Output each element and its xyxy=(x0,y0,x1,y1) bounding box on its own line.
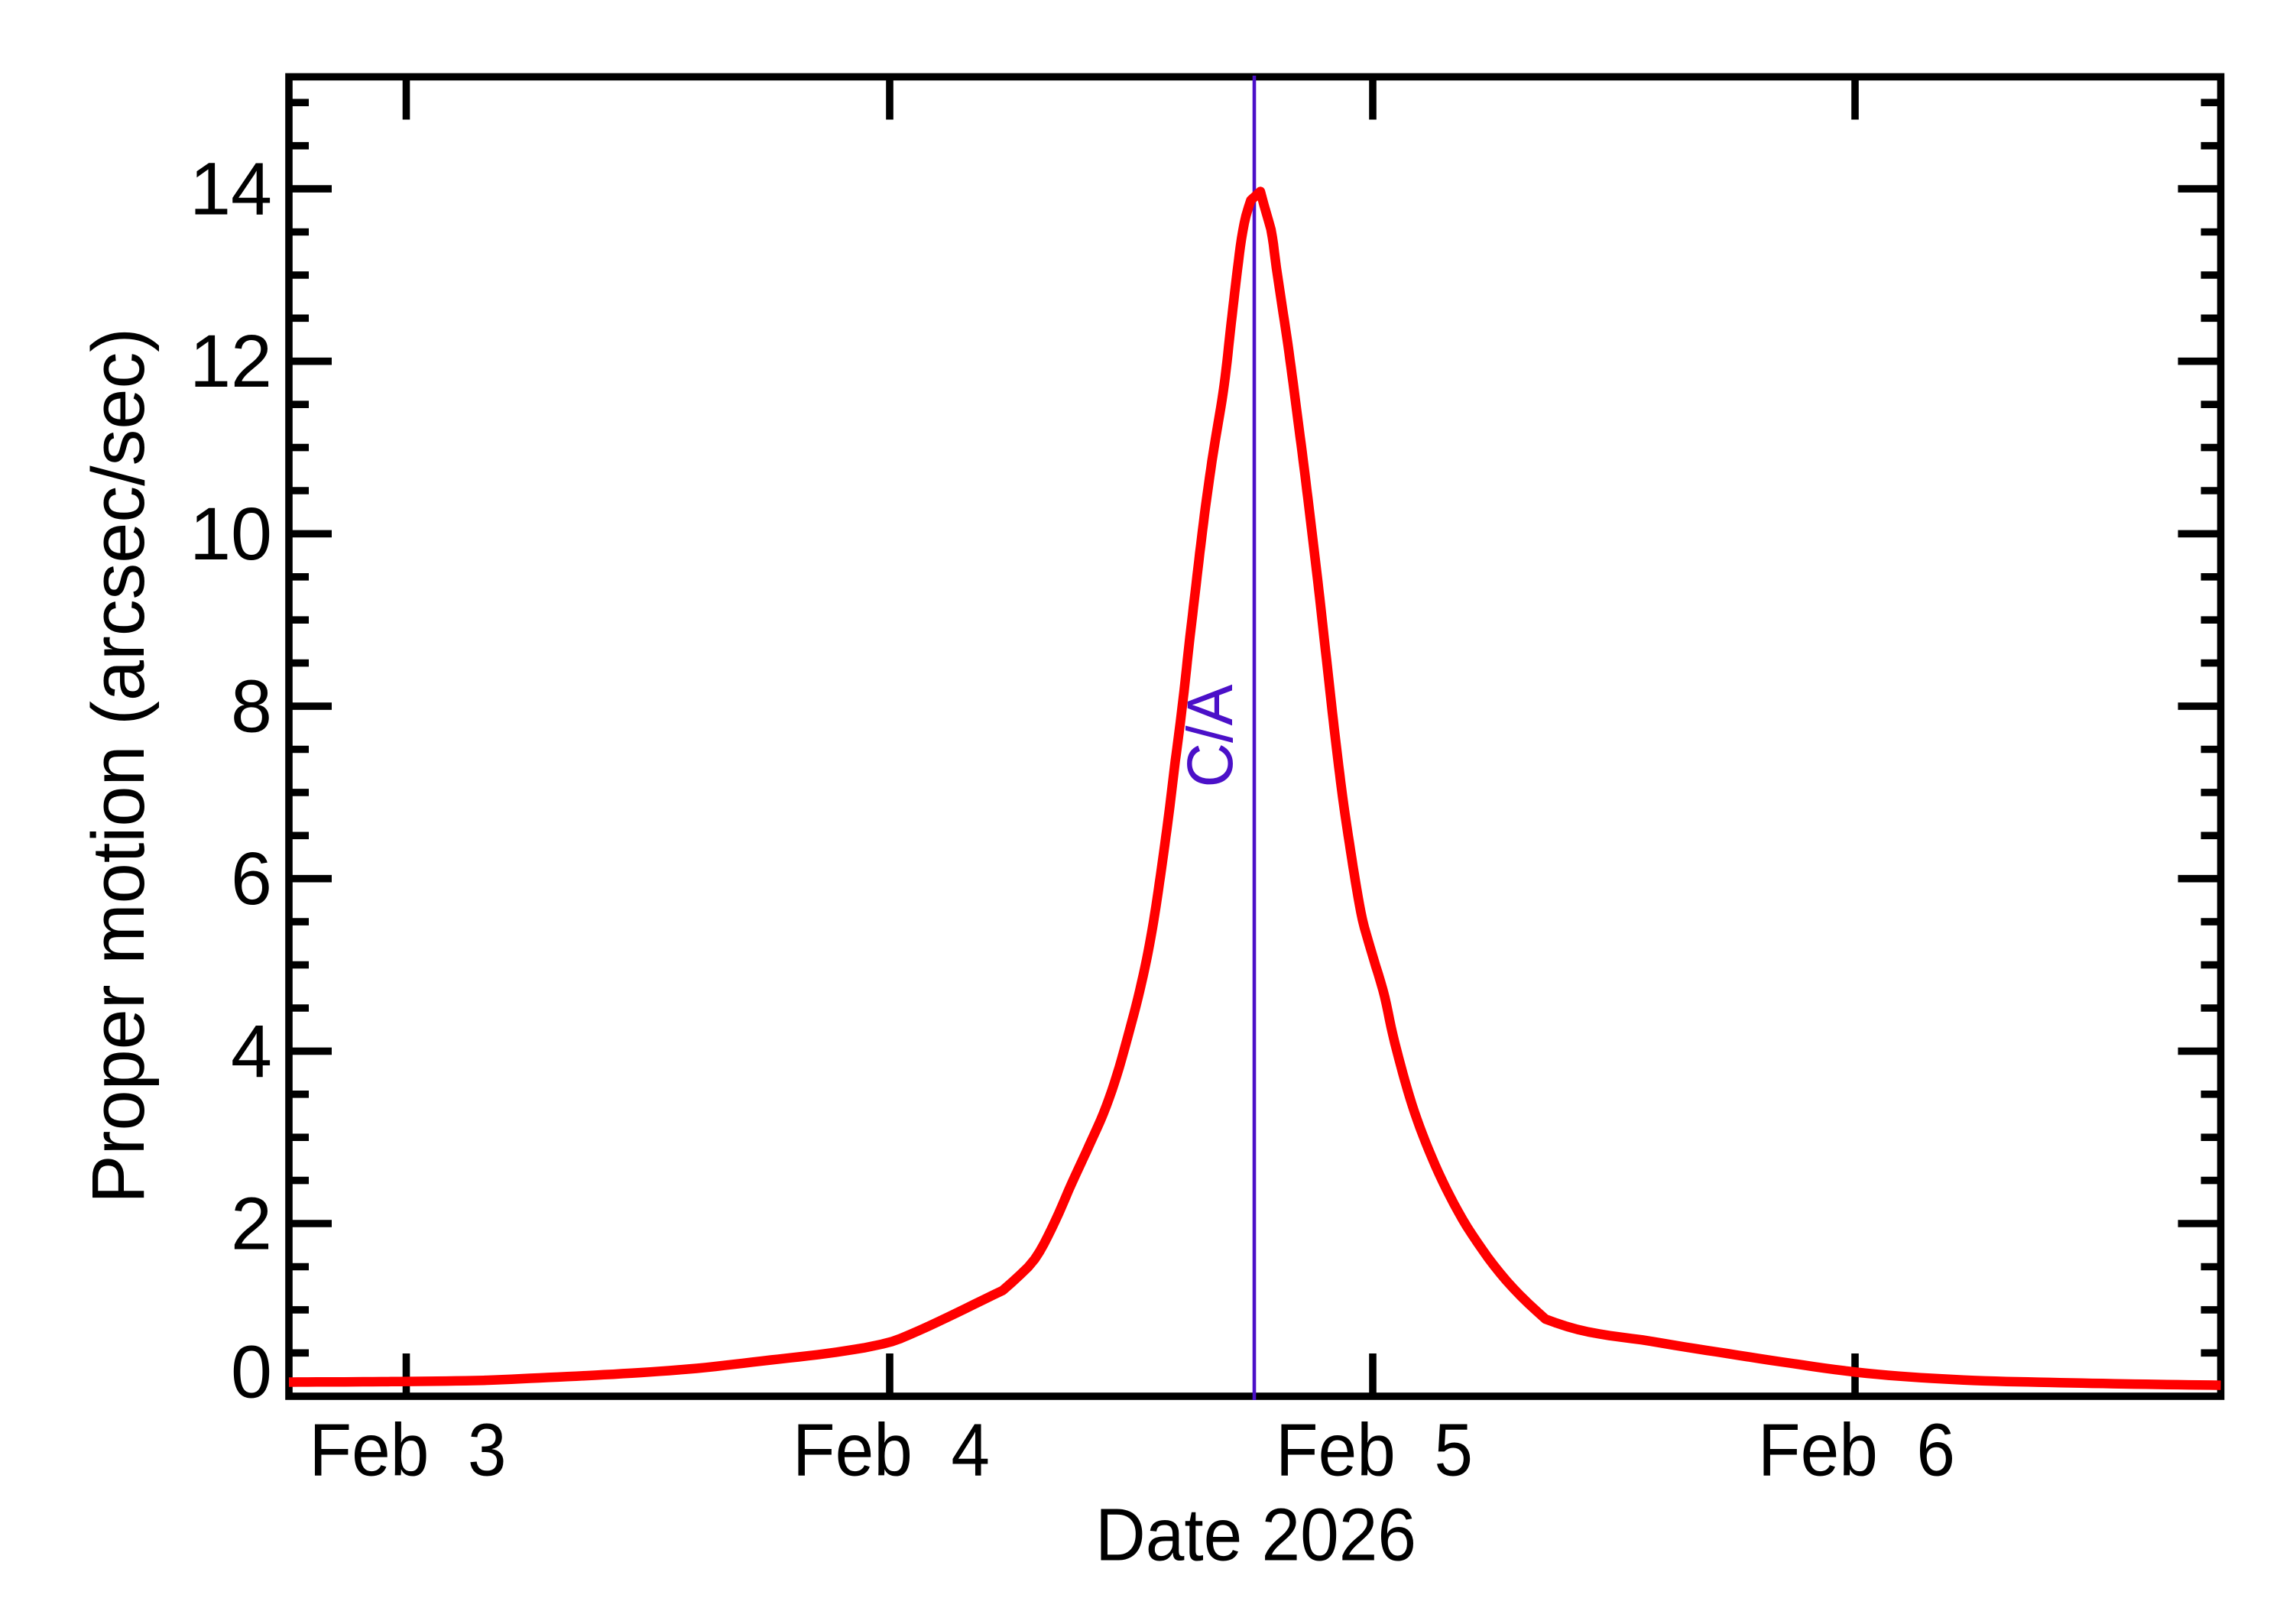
svg-text:Feb 3: Feb 3 xyxy=(310,1408,507,1492)
svg-text:Feb 4: Feb 4 xyxy=(793,1408,990,1492)
svg-text:Date 2026: Date 2026 xyxy=(1095,1493,1416,1577)
svg-text:4: 4 xyxy=(231,1010,272,1093)
svg-text:12: 12 xyxy=(190,319,272,403)
svg-text:Feb 6: Feb 6 xyxy=(1758,1408,1955,1492)
svg-text:6: 6 xyxy=(231,837,272,920)
svg-text:Feb 5: Feb 5 xyxy=(1276,1408,1473,1492)
svg-text:10: 10 xyxy=(190,492,272,575)
svg-text:Proper motion (arcsec/sec): Proper motion (arcsec/sec) xyxy=(76,328,160,1204)
svg-text:2: 2 xyxy=(231,1182,272,1266)
svg-text:C/A: C/A xyxy=(1174,685,1246,788)
svg-text:0: 0 xyxy=(231,1331,272,1414)
svg-text:8: 8 xyxy=(231,665,272,748)
svg-text:14: 14 xyxy=(190,147,272,231)
